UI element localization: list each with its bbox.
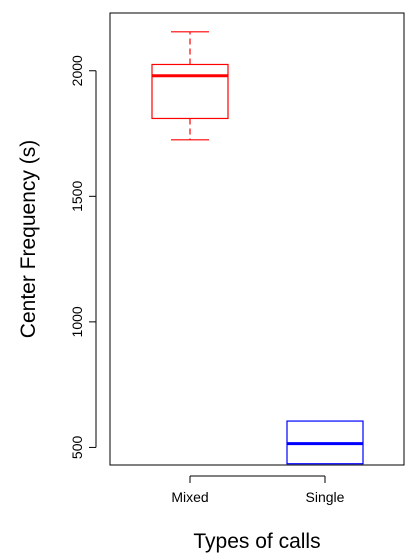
- box-single: [286, 420, 364, 465]
- y-tick-label: 1000: [69, 306, 85, 337]
- box-mixed: [151, 31, 229, 141]
- x-axis-title: Types of calls: [193, 530, 320, 553]
- boxes: [151, 31, 364, 465]
- y-axis-title: Center Frequency (s): [17, 140, 40, 338]
- plot-frame: [109, 12, 405, 466]
- y-tick-label: 1500: [69, 181, 85, 212]
- y-tick-label: 2000: [69, 55, 85, 86]
- y-axis: 500 1000 1500 2000: [69, 55, 97, 460]
- y-tick-label: 500: [69, 436, 85, 460]
- x-axis: Mixed Single: [171, 475, 345, 505]
- x-tick-label: Single: [306, 489, 345, 505]
- box-iqr: [151, 63, 229, 120]
- x-tick-label: Mixed: [171, 489, 208, 505]
